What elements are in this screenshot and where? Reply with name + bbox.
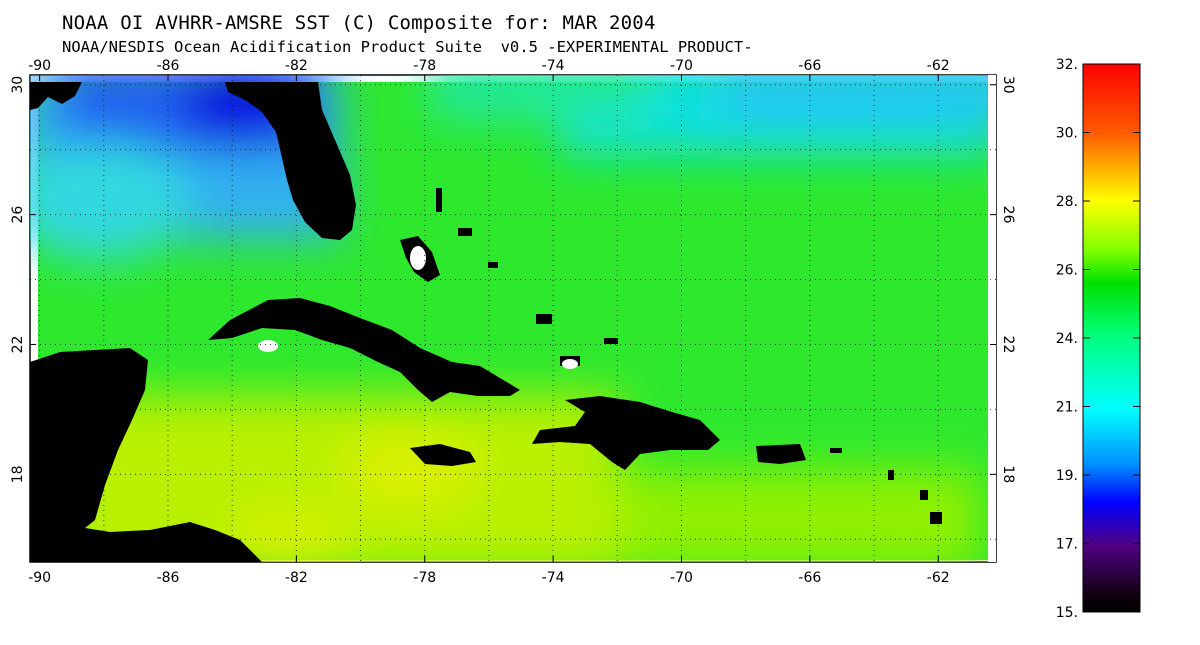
lon-tick-label-bottom: -78 [413, 570, 436, 586]
colorbar-label: 19. [1056, 468, 1078, 484]
lon-tick-label-bottom: -62 [927, 570, 950, 586]
lat-ticks-right: 30 26 22 18 [990, 76, 1016, 483]
land-islet-e1 [604, 338, 618, 344]
colorbar-label: 28. [1056, 194, 1078, 210]
lon-tick-label-top: -90 [28, 58, 51, 74]
lon-tick-label-top: -82 [285, 58, 308, 74]
lon-tick-label-top: -86 [157, 58, 180, 74]
map-subtitle: NOAA/NESDIS Ocean Acidification Product … [62, 38, 753, 56]
lon-tick-label-top: -62 [927, 58, 950, 74]
lat-tick-label-left: 26 [10, 206, 26, 224]
lon-tick-label-bottom: -66 [798, 570, 821, 586]
colorbar-label: 17. [1056, 537, 1078, 553]
land-jamaica [410, 444, 476, 466]
land-islet-e4 [920, 490, 928, 500]
lat-tick-label-left: 22 [10, 336, 26, 354]
land-cuba [208, 298, 520, 402]
land-islet-e3 [888, 470, 894, 480]
land-gulf-coast [30, 82, 82, 110]
grid-lines [30, 75, 996, 562]
no-data-patch [562, 359, 578, 369]
land-bahamas-islet-2 [458, 228, 472, 236]
colorbar [1082, 63, 1141, 613]
land-puerto-rico [756, 444, 806, 464]
lon-ticks-bottom: -90 -86 -82 -78 -74 -70 -66 -62 [28, 556, 950, 586]
lon-tick-label-bottom: -90 [28, 570, 51, 586]
lon-ticks-top: -90 -86 -82 -78 -74 -70 -66 -62 [28, 58, 950, 81]
no-data-patches [258, 246, 578, 369]
lon-tick-label-top: -66 [798, 58, 821, 74]
lat-ticks-left: 30 26 22 18 [10, 76, 36, 483]
no-data-patch [410, 246, 426, 270]
lon-tick-label-bottom: -86 [157, 570, 180, 586]
land-bahamas-islet-1 [436, 188, 442, 212]
colorbar-label: 21. [1056, 400, 1078, 416]
lon-tick-label-bottom: -70 [670, 570, 693, 586]
colorbar-label: 26. [1056, 263, 1078, 279]
land-bahamas-islet-3 [488, 262, 498, 268]
lon-tick-label-top: -74 [542, 58, 565, 74]
land-masses [30, 82, 942, 562]
colorbar-ticks: 32. 30. 28. 26. 24. 21. 19. 17. 15. [1056, 57, 1140, 621]
colorbar-label: 15. [1056, 605, 1078, 621]
land-islet-e5 [930, 512, 942, 524]
lon-tick-label-bottom: -74 [542, 570, 565, 586]
lon-tick-label-bottom: -82 [285, 570, 308, 586]
colorbar-label: 32. [1056, 57, 1078, 73]
land-florida [225, 82, 356, 240]
lat-tick-label-right: 18 [1000, 465, 1016, 483]
land-yucatan [30, 348, 262, 562]
lat-tick-label-left: 30 [10, 76, 26, 94]
sst-field [30, 75, 996, 562]
lat-tick-label-right: 26 [1000, 206, 1016, 224]
lat-tick-label-right: 30 [1000, 76, 1016, 94]
colorbar-label: 30. [1056, 126, 1078, 142]
colorbar-label: 24. [1056, 331, 1078, 347]
land-islet-e2 [830, 448, 842, 453]
land-bahamas-islet-4 [536, 314, 552, 324]
lon-tick-label-top: -70 [670, 58, 693, 74]
lat-tick-label-right: 22 [1000, 336, 1016, 354]
lat-tick-label-left: 18 [10, 465, 26, 483]
map-title: NOAA OI AVHRR-AMSRE SST (C) Composite fo… [62, 12, 656, 34]
lon-tick-label-top: -78 [413, 58, 436, 74]
land-hispaniola [532, 396, 720, 470]
no-data-patch [258, 340, 278, 352]
